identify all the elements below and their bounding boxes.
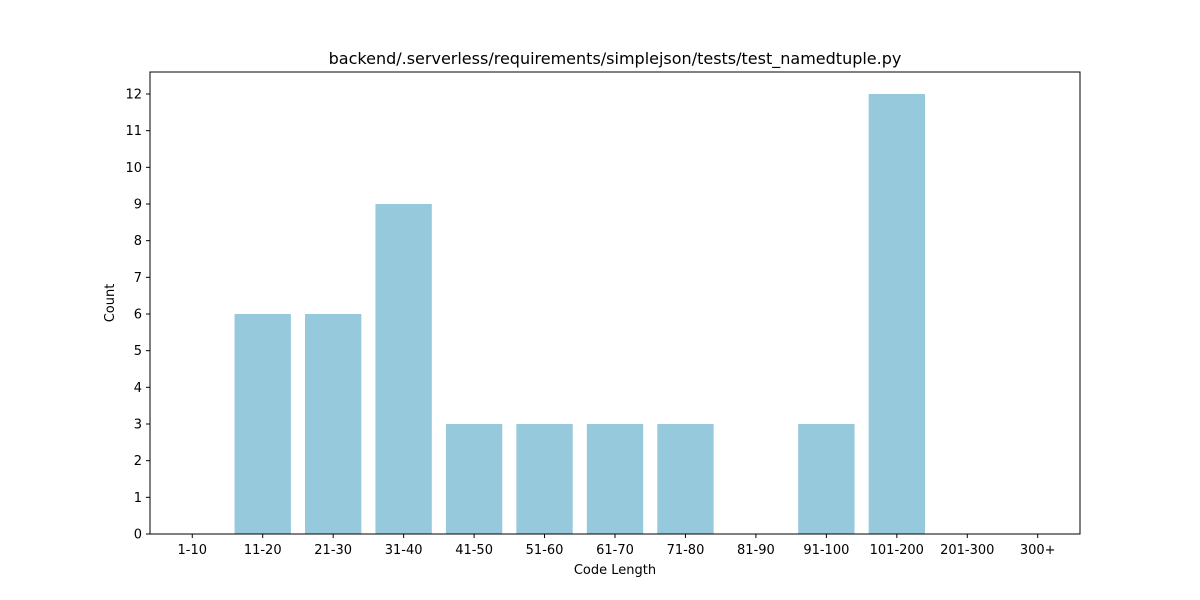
x-tick-label: 71-80 — [667, 543, 705, 558]
chart-title: backend/.serverless/requirements/simplej… — [329, 49, 902, 69]
x-axis: 1-10 11-20 21-30 31-40 41-50 51-60 61-70 71-80 8… — [178, 534, 1056, 558]
bar-11-20 — [234, 314, 291, 534]
y-tick-label: 12 — [125, 88, 142, 103]
y-tick-label: 6 — [134, 308, 142, 323]
y-tick-label: 0 — [134, 528, 142, 543]
y-tick-label: 1 — [134, 491, 142, 506]
y-tick-label: 4 — [134, 381, 142, 396]
bar-61-70 — [586, 424, 644, 534]
y-tick-label: 2 — [134, 454, 142, 469]
x-tick-label: 51-60 — [526, 543, 564, 558]
x-tick-label: 300+ — [1020, 543, 1056, 558]
y-tick-label: 7 — [134, 271, 142, 286]
y-tick-label: 11 — [125, 124, 142, 139]
bar-101-200 — [868, 94, 925, 534]
bar-31-40 — [375, 204, 432, 534]
bars-group — [234, 94, 925, 534]
x-tick-label: 31-40 — [385, 543, 423, 558]
y-tick-label: 9 — [134, 198, 142, 213]
x-tick-label: 61-70 — [596, 543, 634, 558]
x-tick-label: 11-20 — [244, 543, 282, 558]
bar-51-60 — [516, 424, 573, 534]
x-tick-label: 81-90 — [737, 543, 775, 558]
x-tick-label: 41-50 — [455, 543, 493, 558]
bar-91-100 — [798, 424, 855, 534]
bar-41-50 — [445, 424, 503, 534]
y-tick-label: 8 — [134, 234, 142, 249]
bar-71-80 — [657, 424, 714, 534]
x-tick-label: 21-30 — [314, 543, 352, 558]
bar-21-30 — [305, 314, 362, 534]
y-tick-label: 10 — [125, 161, 142, 176]
y-axis-label: Count — [103, 284, 118, 323]
x-axis-label: Code Length — [574, 563, 656, 578]
x-tick-label: 91-100 — [803, 543, 849, 558]
x-tick-label: 201-300 — [940, 543, 994, 558]
x-tick-label: 101-200 — [870, 543, 924, 558]
y-tick-label: 5 — [134, 344, 142, 359]
y-tick-label: 3 — [134, 418, 142, 433]
x-tick-label: 1-10 — [178, 543, 208, 558]
